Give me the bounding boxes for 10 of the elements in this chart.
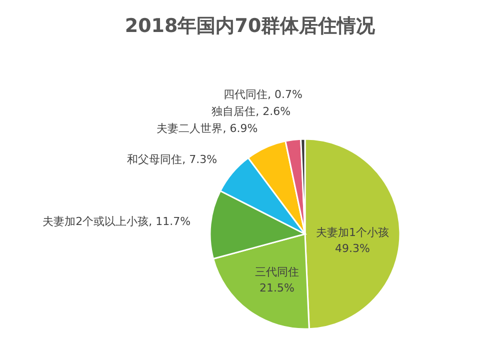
- slice-label: 夫妻加2个或以上小孩, 11.7%: [42, 215, 191, 228]
- slice-label: 四代同住, 0.7%: [224, 88, 302, 102]
- slice-label: 三代同住: [254, 265, 299, 278]
- slice-label: 独自居住, 2.6%: [212, 105, 291, 118]
- data-label: 49.3%: [335, 242, 370, 255]
- slice-label: 夫妻加1个小孩: [316, 226, 389, 239]
- slice-label: 夫妻二人世界, 6.9%: [156, 122, 258, 136]
- chart-title: 2018年国内70群体居住情况: [124, 15, 376, 37]
- data-label: 21.5%: [259, 281, 294, 294]
- slice-label: 和父母同住, 7.3%: [127, 152, 218, 166]
